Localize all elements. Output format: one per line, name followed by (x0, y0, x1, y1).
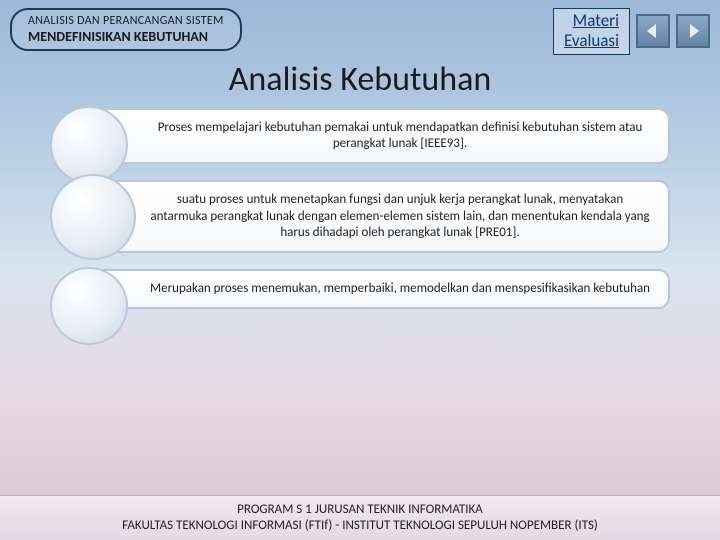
evaluasi-link[interactable]: Evaluasi (564, 31, 619, 51)
content-list: Proses mempelajari kebutuhan pemakai unt… (0, 100, 720, 310)
slide-header: ANALISIS DAN PERANCANGAN SISTEM MENDEFIN… (0, 0, 720, 55)
nav-area: Materi Evaluasi (553, 8, 710, 55)
prev-button[interactable] (636, 14, 670, 48)
footer-line-1: PROGRAM S 1 JURUSAN TEKNIK INFORMATIKA (4, 502, 716, 518)
list-item: Merupakan proses menemukan, memperbaiki,… (50, 269, 670, 309)
arrow-left-icon (644, 22, 662, 40)
arrow-right-icon (684, 22, 702, 40)
page-title: Analisis Kebutuhan (0, 59, 720, 100)
item-text: Merupakan proses menemukan, memperbaiki,… (90, 269, 670, 309)
list-item: Proses mempelajari kebutuhan pemakai unt… (50, 108, 670, 165)
course-subtitle: MENDEFINISIKAN KEBUTUHAN (28, 28, 224, 45)
nav-links-box: Materi Evaluasi (553, 8, 630, 55)
item-text: Proses mempelajari kebutuhan pemakai unt… (90, 108, 670, 165)
bubble-icon (50, 106, 128, 184)
next-button[interactable] (676, 14, 710, 48)
bubble-icon (50, 267, 128, 345)
footer-line-2: FAKULTAS TEKNOLOGI INFORMASI (FTIf) - IN… (4, 518, 716, 534)
materi-link[interactable]: Materi (564, 11, 619, 31)
course-title: ANALISIS DAN PERANCANGAN SISTEM (28, 14, 224, 28)
list-item: suatu proses untuk menetapkan fungsi dan… (50, 180, 670, 253)
slide-footer: PROGRAM S 1 JURUSAN TEKNIK INFORMATIKA F… (0, 495, 720, 540)
item-text: suatu proses untuk menetapkan fungsi dan… (90, 180, 670, 253)
course-box: ANALISIS DAN PERANCANGAN SISTEM MENDEFIN… (10, 8, 242, 51)
bubble-icon (50, 174, 136, 260)
